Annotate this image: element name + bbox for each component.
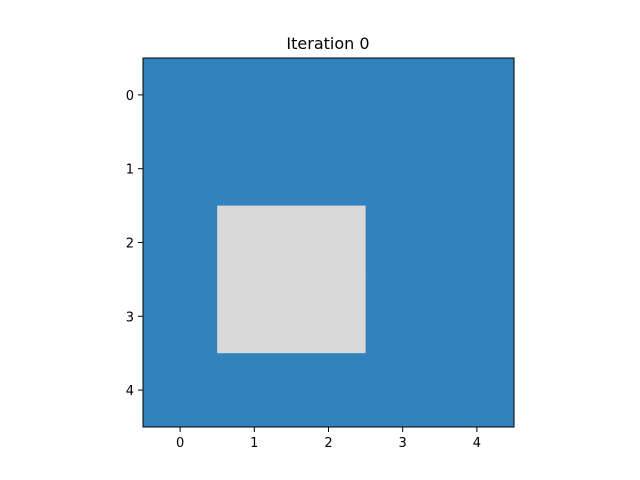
- y-tick-label: 3: [126, 310, 134, 325]
- heatmap-cell-r4-c1: [217, 353, 292, 428]
- heatmap-cell-r0-c2: [291, 58, 367, 133]
- heatmap-cell-r3-c1: [217, 279, 292, 354]
- heatmap-cell-r2-c3: [365, 205, 441, 280]
- x-tick-label: 2: [324, 436, 332, 451]
- y-axis: 0 1 2 3 4: [126, 89, 143, 399]
- heatmap-cell-r4-c2: [291, 353, 367, 428]
- x-tick-label: 3: [399, 436, 407, 451]
- heatmap-cell-r4-c0: [143, 353, 218, 428]
- y-tick-label: 2: [126, 237, 134, 252]
- x-tick-label: 1: [250, 436, 258, 451]
- heatmap-cell-r3-c0: [143, 279, 218, 354]
- y-tick-label: 4: [126, 384, 134, 399]
- heatmap-cell-r0-c1: [217, 58, 292, 133]
- y-tick-label: 0: [126, 89, 134, 104]
- heatmap-cell-r1-c4: [439, 131, 515, 207]
- heatmap-cell-r2-c2: [291, 205, 367, 280]
- heatmap-cells: [143, 58, 515, 428]
- heatmap-cell-r3-c2: [291, 279, 367, 354]
- chart-title: Iteration 0: [286, 34, 369, 53]
- heatmap-cell-r3-c4: [439, 279, 515, 354]
- heatmap-cell-r3-c3: [365, 279, 441, 354]
- heatmap-cell-r0-c0: [143, 58, 218, 133]
- x-tick-label: 4: [473, 436, 481, 451]
- x-axis: 0 1 2 3 4: [176, 427, 481, 451]
- heatmap-cell-r4-c4: [439, 353, 515, 428]
- heatmap-cell-r2-c1: [217, 205, 292, 280]
- heatmap-cell-r4-c3: [365, 353, 441, 428]
- heatmap-cell-r1-c3: [365, 131, 441, 207]
- heatmap-cell-r0-c3: [365, 58, 441, 133]
- heatmap-cell-r1-c0: [143, 131, 218, 207]
- heatmap-cell-r2-c4: [439, 205, 515, 280]
- heatmap-cell-r2-c0: [143, 205, 218, 280]
- heatmap-cell-r1-c1: [217, 131, 292, 207]
- y-tick-label: 1: [126, 163, 134, 178]
- heatmap-cell-r0-c4: [439, 58, 515, 133]
- heatmap-cell-r1-c2: [291, 131, 367, 207]
- x-tick-label: 0: [176, 436, 184, 451]
